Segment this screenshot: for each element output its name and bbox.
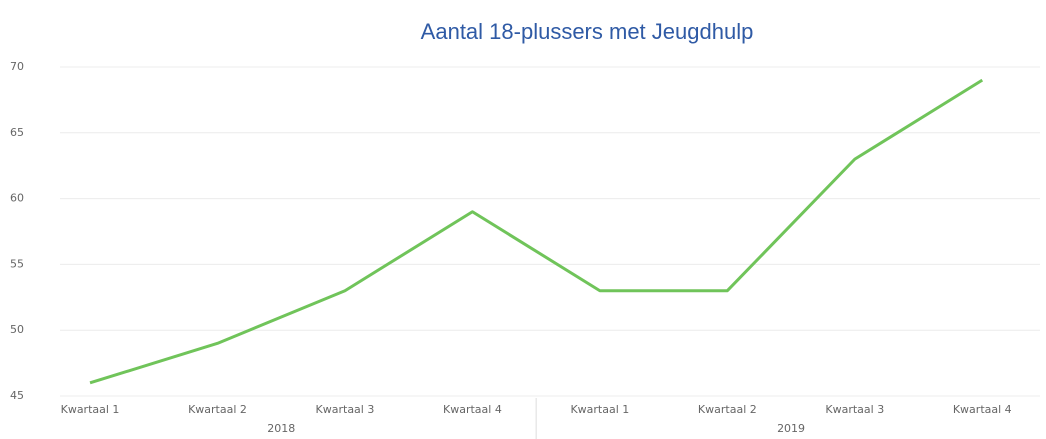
chart-title: Aantal 18-plussers met Jeugdhulp (421, 19, 754, 44)
y-tick-label: 60 (10, 192, 24, 205)
x-tick-label: Kwartaal 4 (953, 403, 1012, 416)
x-tick-label: Kwartaal 1 (570, 403, 629, 416)
x-tick-label: Kwartaal 1 (61, 403, 120, 416)
x-group-label: 2018 (267, 422, 295, 435)
y-tick-label: 45 (10, 389, 24, 402)
y-tick-label: 65 (10, 126, 24, 139)
x-tick-label: Kwartaal 4 (443, 403, 502, 416)
x-tick-label: Kwartaal 3 (825, 403, 884, 416)
x-tick-label: Kwartaal 2 (698, 403, 757, 416)
y-tick-label: 70 (10, 60, 24, 73)
line-series (89, 78, 984, 385)
y-tick-label: 55 (10, 257, 24, 270)
y-tick-label: 50 (10, 323, 24, 336)
x-group-label: 2019 (777, 422, 805, 435)
x-tick-label: Kwartaal 3 (316, 403, 375, 416)
x-tick-label: Kwartaal 2 (188, 403, 247, 416)
